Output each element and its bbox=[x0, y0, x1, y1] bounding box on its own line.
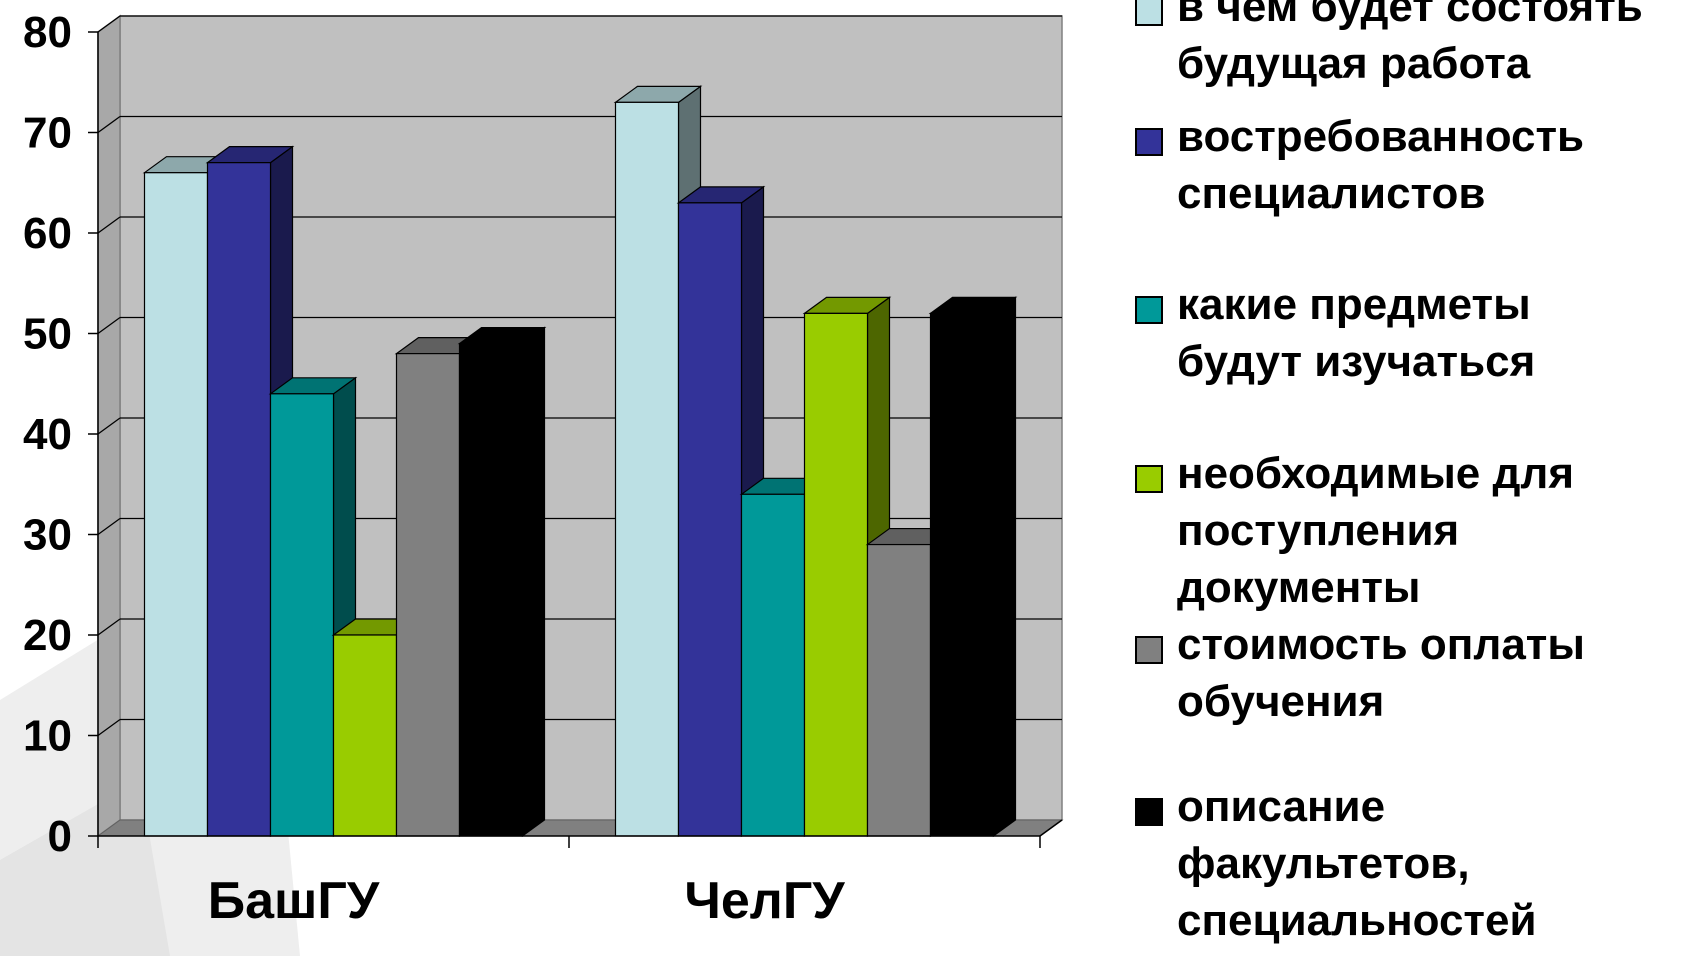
gridline-side bbox=[97, 417, 121, 435]
bar-2-5 bbox=[866, 543, 932, 837]
y-tick-label: 40 bbox=[23, 410, 72, 459]
gridline-side bbox=[97, 216, 121, 234]
legend-label: необходимые для поступления документы bbox=[1177, 449, 1575, 612]
bar-2-6 bbox=[929, 312, 995, 837]
bar-1-3 bbox=[269, 393, 335, 837]
bar-2-3 bbox=[740, 493, 806, 837]
y-tick-label: 0 bbox=[48, 812, 72, 861]
legend-item: в чем будет состоять будущая работа bbox=[1135, 0, 1667, 92]
legend-swatch bbox=[1135, 0, 1163, 26]
legend-label: в чем будет состоять будущая работа bbox=[1177, 0, 1643, 88]
legend-swatch bbox=[1135, 636, 1163, 664]
y-tick-label: 30 bbox=[23, 511, 72, 560]
bar-2-2 bbox=[677, 202, 743, 837]
bar-1-2 bbox=[206, 162, 272, 837]
legend-swatch bbox=[1135, 798, 1163, 826]
x-category-label: БашГУ bbox=[208, 872, 380, 930]
bar-2-4 bbox=[803, 312, 869, 837]
legend-swatch bbox=[1135, 465, 1163, 493]
y-tick-labels: 0 10 20 30 40 50 60 70 80 bbox=[23, 8, 72, 861]
y-tick-label: 10 bbox=[23, 712, 72, 761]
y-tick-label: 50 bbox=[23, 310, 72, 359]
legend-item: востребованность специалистов bbox=[1135, 108, 1667, 222]
bar-1-5 bbox=[395, 353, 461, 837]
gridline-side bbox=[97, 115, 121, 134]
y-tick-label: 80 bbox=[23, 8, 72, 57]
x-axis-end bbox=[1039, 819, 1063, 837]
bar-2-1 bbox=[614, 101, 680, 837]
gridline-side bbox=[97, 618, 121, 636]
legend-item: стоимость оплаты обучения bbox=[1135, 616, 1667, 730]
axes bbox=[88, 31, 1063, 848]
bar-1-6-side bbox=[521, 326, 546, 838]
gridline-side bbox=[97, 316, 121, 335]
legend-label: востребованность специалистов bbox=[1177, 112, 1585, 218]
x-category-labels: БашГУ ЧелГУ bbox=[208, 872, 846, 930]
y-tick-label: 20 bbox=[23, 611, 72, 660]
bar-1-1 bbox=[143, 172, 209, 837]
bar-1-6 bbox=[458, 342, 524, 837]
bar-1-4 bbox=[332, 634, 398, 837]
gridline-side bbox=[97, 718, 121, 737]
legend-item: необходимые для поступления документы bbox=[1135, 445, 1667, 616]
legend-swatch bbox=[1135, 128, 1163, 156]
x-category-label: ЧелГУ bbox=[684, 872, 845, 930]
legend-label: стоимость оплаты обучения bbox=[1177, 620, 1585, 726]
bar-2-6-side bbox=[992, 296, 1017, 838]
y-tick-label: 70 bbox=[23, 109, 72, 158]
legend-swatch bbox=[1135, 296, 1163, 324]
legend-label: какие предметы будут изучаться bbox=[1177, 280, 1536, 386]
legend-label: описание факультетов, специальностей bbox=[1177, 782, 1537, 945]
legend-item: какие предметы будут изучаться bbox=[1135, 276, 1667, 390]
gridline-side bbox=[97, 517, 121, 536]
y-tick-label: 60 bbox=[23, 209, 72, 258]
legend-item: описание факультетов, специальностей bbox=[1135, 778, 1667, 949]
gridline-side bbox=[97, 15, 121, 33]
